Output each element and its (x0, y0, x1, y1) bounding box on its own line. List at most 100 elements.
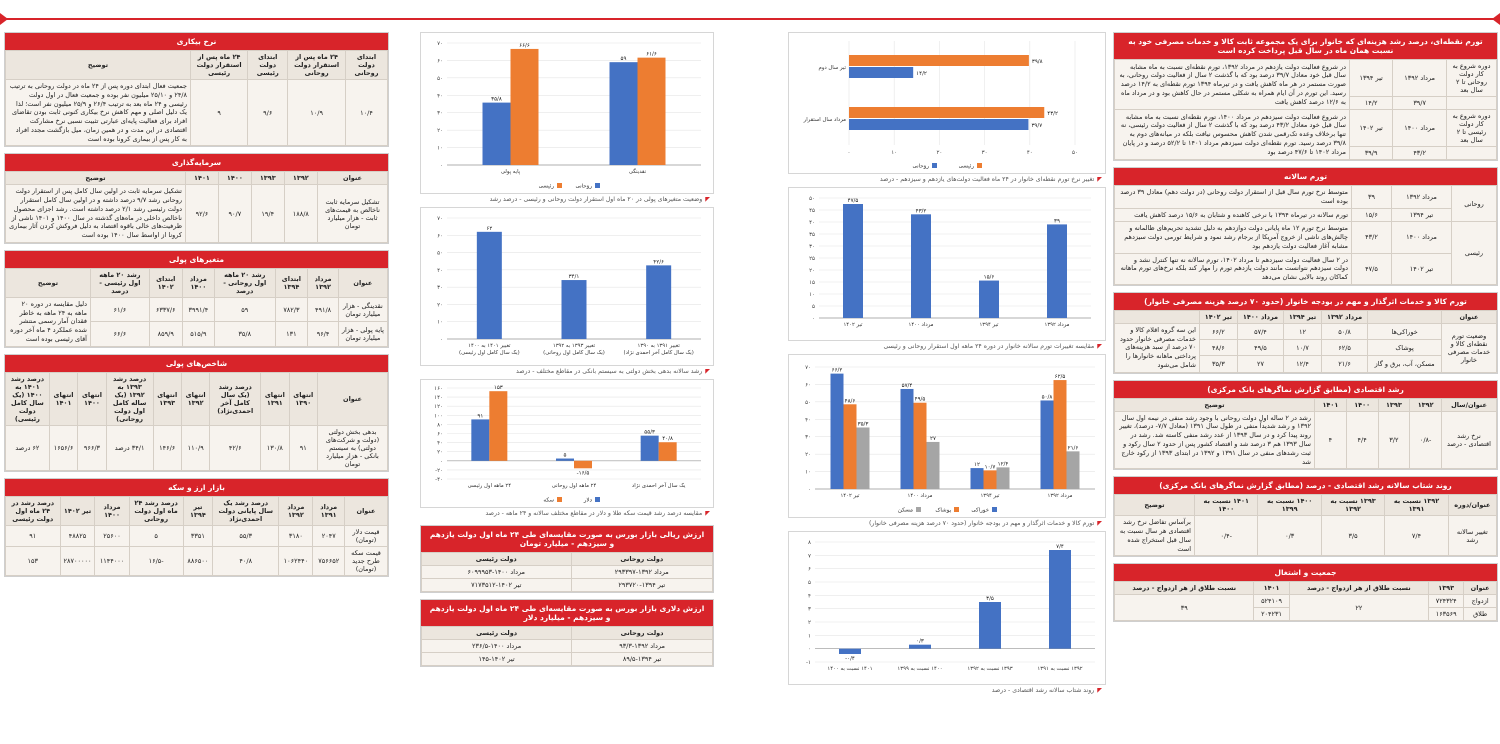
cell: ۴۸۸۲۵ (59, 524, 96, 547)
data-label: ۶۶/۶ (519, 43, 530, 49)
description: متوسط نرخ تورم ۱۲ ماه پایانی دولت دوازده… (1114, 221, 1352, 254)
cell: ۴ (1314, 410, 1347, 470)
y-tick-label: ۳۵ (809, 232, 815, 238)
population-table: عنوان ۱۳۹۳ نسبت طلاق از هر ازدواج - درصد… (1113, 581, 1497, 622)
cell: ۶۶/۶ (90, 321, 150, 347)
y-tick-label: ۰ (812, 316, 815, 322)
y-tick-label: ۲۵ (809, 256, 815, 262)
chart-c3-svg: ۰ ۱۰ ۲۰ ۳۰ ۴۰ ۵۰ ۶۰ ۷۰ ۵۰/۸ ۶۲/۵ ۲۱/۶ مرداد ۱۳۹۲ ۱۲ ۱… (805, 365, 1095, 514)
table-header-row: ابتدای دولت روحانی ۲۴ ماه پس از استقرار … (5, 50, 389, 80)
chart-c3: ۰ ۱۰ ۲۰ ۳۰ ۴۰ ۵۰ ۶۰ ۷۰ ۵۰/۸ ۶۲/۵ ۲۱/۶ مرداد ۱۳۹۲ ۱۲ ۱… (788, 354, 1106, 518)
cell: ۱۳۰/۸ (260, 424, 290, 471)
data-label: ۴۳/۲ (1047, 111, 1058, 117)
y-tick-label: ۱۲۰ (434, 404, 443, 410)
bar (843, 204, 863, 318)
cell: ۱۲ (1283, 322, 1322, 341)
stock-rial-table: دولت روحانی دولت رئیسی مرداد ۱۳۹۲-۲۹۳۳۹۷ م… (421, 552, 714, 592)
cell: ۹۲/۶ (185, 184, 219, 243)
cell: تیر ۱۳۹۴ (1391, 207, 1452, 223)
data-label: ۱۴/۲ (916, 71, 927, 77)
cell: تیر ۱۴۰۲-۷۱۷۳۵۱۲ (421, 578, 572, 592)
panel-title: تورم سالانه (1114, 168, 1497, 185)
cell: مرداد ۱۴۰۰ (1392, 109, 1447, 147)
cell: ۳۹ (1351, 185, 1392, 209)
top-rule (6, 18, 1494, 20)
column-header: انتهای ۱۳۹۳ (152, 371, 182, 426)
y-tick-label: -۱ (806, 660, 811, 666)
cell: -۰/۴ (1193, 515, 1259, 557)
bar (640, 435, 659, 461)
y-tick-label: ۵۰ (437, 251, 443, 257)
legend-swatch (992, 507, 997, 512)
chart-column-right: ۰ ۱۰ ۲۰ ۳۰ ۴۰ ۵۰ ۳۹/۸ ۱۴/۲ تیر سال دوم ۴۳/۲ ۳۹/۷ مر… (788, 32, 1106, 740)
data-label: ۴۰/۸ (662, 436, 673, 442)
cell: ۴/۴ (1345, 410, 1379, 470)
x-tick-label: تیر ۱۳۹۴ (980, 493, 1000, 499)
cell: ۴۳/۲ (1392, 146, 1447, 160)
description: جمعیت فعال ابتدای دوره پس از ۲۴ ماه در د… (5, 78, 191, 147)
x-tick-label: ۳۰ (982, 150, 988, 156)
cell: ۷/۴ (1384, 515, 1449, 557)
description: تشکیل سرمایه ثابت در اولین سال کامل پس ا… (5, 184, 186, 243)
chart-c5-svg: ۰ ۱۰ ۲۰ ۳۰ ۴۰ ۵۰ ۶۰ ۷۰ ۵۹ ۶۱/۶ نقدینگی ۳۵/۸ ۶۶/۶ پایه… (437, 41, 701, 190)
y-tick-label: ۱۰ (437, 146, 443, 152)
cell: طلاق (1463, 607, 1497, 622)
bar (909, 644, 931, 649)
column-header: ۱۴۰۱ (185, 171, 219, 186)
cell: ۹۰/۷ (217, 184, 252, 243)
y-tick-label: ۶۰ (437, 432, 443, 438)
x-tick-label: ۲۴ ماهه اول رئیسی (468, 483, 512, 489)
y-tick-label: ۲۰ (437, 302, 443, 308)
panel-title: روند شتاب سالانه رشد اقتصادی - درصد (مطا… (1114, 477, 1497, 495)
table-row: نرخ رشد اقتصادی - درصد -۰/۸ ۳/۲ ۴/۴ ۴ رش… (1114, 410, 1497, 470)
y-tick-label: ۴۰ (805, 417, 811, 423)
y-tick-label: ۶۰ (437, 58, 443, 64)
column-header: ۱۳۹۳ (1377, 397, 1411, 412)
data-label: -۱۶/۵ (577, 470, 590, 476)
bar (926, 441, 940, 489)
y-tick-label: ۲۰ (805, 452, 811, 458)
cell: ۶۱/۶ (90, 296, 150, 323)
cell: ازدواج (1463, 594, 1497, 609)
table-header-row: عنوان مرداد ۱۳۹۱ مرداد ۱۳۹۲ درصد رشد یک … (5, 495, 389, 526)
column-header: ۱۴۰۱ (1314, 397, 1347, 412)
period-label: دوره شروع به کار دولت روحانی تا ۲ سال بع… (1446, 59, 1497, 97)
data-label: ۱۵/۶ (984, 275, 995, 281)
legend-label: رئیسی (959, 164, 975, 170)
table-row: تشکیل سرمایه ثابت ناخالص به قیمت‌های ثاب… (5, 184, 388, 243)
data-label: ۳۹/۸ (1032, 59, 1043, 65)
bar (1047, 224, 1067, 318)
y-tick-label: ۳۰ (437, 285, 443, 291)
cell: ۱۸۸/۸ (283, 184, 319, 243)
column-header: عنوان (337, 267, 389, 298)
cell: ۲۰۴۲۳۱ (1253, 607, 1290, 622)
table-row: ۱۰/۴ ۱۰/۹ ۹/۶ ۹ جمعیت فعال ابتدای دوره پ… (5, 78, 389, 147)
data-label: ۶۲ (486, 226, 492, 232)
data-label: ۱۲ (974, 462, 980, 468)
stock-dollar-table: دولت روحانی دولت رئیسی مرداد ۱۳۹۲-۹۳/۳ مرد… (420, 626, 713, 666)
column-header: تیر ۱۴۰۲ (1199, 309, 1238, 324)
description: در ۲ سال فعالیت دولت سیزدهم تا مرداد ۱۴۰… (1114, 252, 1352, 285)
table-row: تغییر سالانه رشد ۷/۴ ۳/۵ ۰/۳ -۰/۴ برآساس… (1114, 515, 1498, 557)
investment-panel: سرمایه‌گذاری عنوان ۱۳۹۲ ۱۳۹۳ ۱۴۰۰ ۱۴۰۱ ت… (4, 153, 389, 244)
table-row: بدهی بخش دولتی (دولت و شرکت‌های دولتی) ب… (5, 424, 388, 471)
column-header: ۱۳۹۲ نسبت به ۱۳۹۱ (1384, 494, 1449, 517)
column-header: درصد رشد ۱۴۰۱ به ۱۴۰۰ (یک سال کامل دولت … (5, 371, 50, 426)
panel-title: تورم کالا و خدمات اثرگذار و مهم در بودجه… (1114, 292, 1497, 310)
y-tick-label: ۰ (808, 487, 811, 493)
legend-swatch (977, 163, 982, 168)
cell: -۱۶/۵ (128, 545, 184, 576)
column-header: دولت روحانی (570, 552, 714, 566)
data-label: ۶۶/۲ (832, 368, 843, 374)
data-label: ۴۳/۲ (916, 208, 927, 214)
y-tick-label: ۷۰ (437, 41, 443, 47)
column-header: تیر ۱۳۹۴ (1283, 309, 1322, 324)
column-header: دولت رئیسی (420, 626, 573, 640)
column-header: مرداد ۱۴۰۰ (1236, 309, 1285, 324)
table-row: مرداد ۱۳۹۲-۹۳/۳ مرداد ۱۴۰۰-۲۳۶/۵ (420, 639, 713, 653)
x-tick-label: ۵۰ (1072, 150, 1078, 156)
cell: ۶۲/۵ (1320, 339, 1369, 357)
table-header-row: عنوان انتهای ۱۳۹۰ انتهای ۱۳۹۱ درصد رشد (… (5, 371, 388, 426)
bar (489, 391, 508, 461)
table-header-row: عنوان ۱۳۹۲ ۱۳۹۳ ۱۴۰۰ ۱۴۰۱ توضیح (5, 171, 388, 186)
